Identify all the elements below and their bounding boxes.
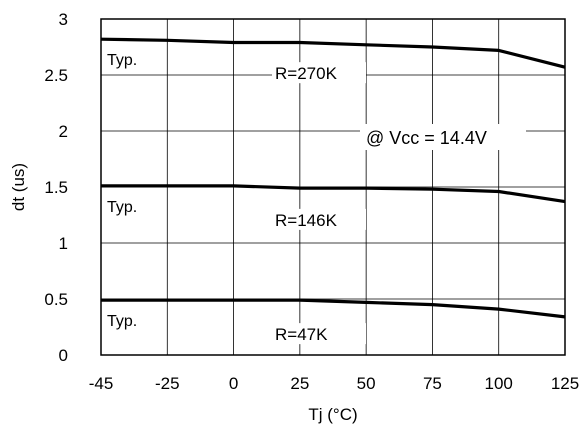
- x-tick-label: -45: [89, 374, 114, 393]
- y-tick-label: 1.5: [44, 178, 68, 197]
- series-tag-label: Typ.: [107, 199, 137, 216]
- annotation-bg: [360, 124, 526, 150]
- series-line-1: [101, 184, 566, 204]
- series-tag-bg: [104, 49, 154, 70]
- series-tag-bg: [104, 195, 154, 216]
- x-tick-label: 0: [229, 374, 238, 393]
- series-name-bg: [272, 62, 366, 84]
- series-name-label: R=270K: [275, 64, 338, 83]
- label-layer: Typ. R=270K Typ. R=146K Typ. R=47K: [104, 49, 366, 345]
- x-tick-label: 75: [423, 374, 442, 393]
- x-tick-label: 100: [485, 374, 513, 393]
- series-layer: [100, 37, 566, 319]
- series-line-2: [101, 298, 566, 319]
- x-tick-label: 25: [290, 374, 309, 393]
- series-name-bg: [272, 208, 366, 230]
- series-tag-label: Typ.: [107, 52, 137, 69]
- x-axis-title: Tj (°C): [308, 405, 357, 424]
- vcc-annotation: @ Vcc = 14.4V: [366, 128, 487, 148]
- plot-frame: [100, 18, 566, 356]
- y-tick-label: 1: [59, 234, 68, 253]
- x-tick-label: 125: [551, 374, 579, 393]
- y-tick-label: 2: [59, 122, 68, 141]
- y-tick-label: 0.5: [44, 290, 68, 309]
- series-tag-label: Typ.: [107, 313, 137, 330]
- y-axis-title: dt (us): [9, 163, 28, 211]
- series-line-0: [100, 37, 566, 69]
- y-tick-label: 0: [59, 346, 68, 365]
- axis-layer: -45 -25 0 25 50 75 100 125 0 0.5 1 1.5 2 2.5 3: [44, 10, 579, 393]
- x-tick-label: 50: [357, 374, 376, 393]
- series-name-label: R=47K: [275, 325, 328, 344]
- y-tick-label: 3: [59, 10, 68, 29]
- series-tag-bg: [104, 310, 154, 331]
- series-name-label: R=146K: [275, 211, 338, 230]
- y-tick-label: 2.5: [44, 66, 68, 85]
- series-name-bg: [272, 323, 366, 345]
- x-tick-label: -25: [155, 374, 180, 393]
